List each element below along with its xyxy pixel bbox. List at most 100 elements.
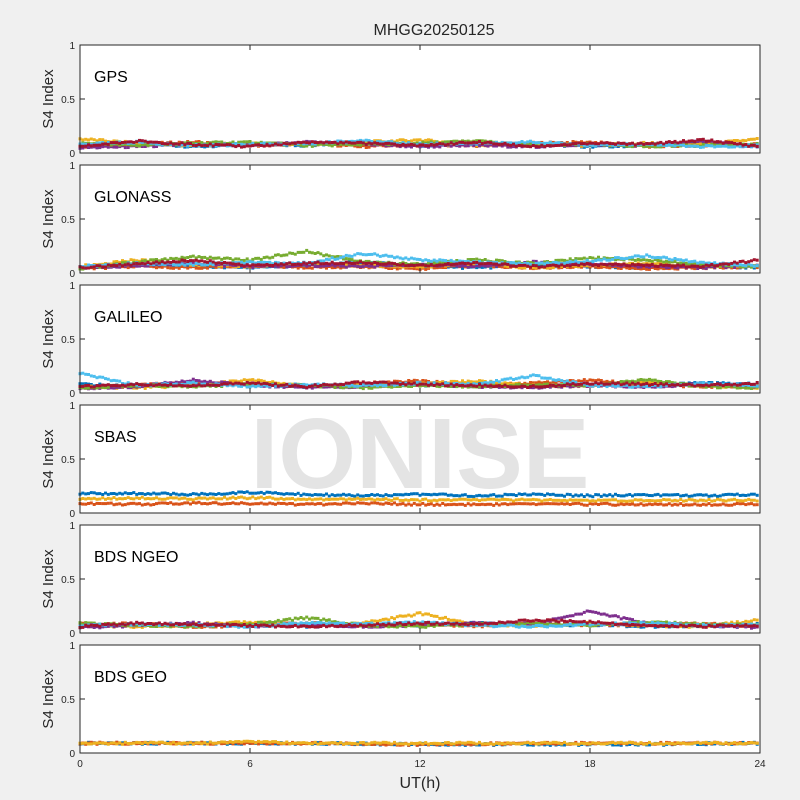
data-point [738,386,742,390]
data-point [186,256,190,259]
data-point [330,144,334,148]
data-point [157,259,161,263]
data-point [115,260,119,263]
data-point [735,261,739,265]
data-point [667,380,671,384]
data-point [506,261,510,265]
data-point [228,379,232,383]
data-point [577,261,581,264]
data-point [330,383,334,387]
data-point [305,248,309,252]
data-point [197,259,201,263]
data-point [104,383,107,387]
data-point [208,379,212,383]
data-point [659,266,663,270]
data-point [687,262,691,266]
data-point [155,260,158,264]
data-point [106,140,110,144]
data-point [81,371,85,375]
data-point [631,385,634,389]
data-point [254,141,258,145]
data-point [503,262,507,266]
data-point [438,258,442,262]
data-point [659,256,663,260]
data-point [401,141,405,145]
data-point [407,263,411,267]
data-point [662,267,666,271]
data-point [707,261,711,265]
data-point [381,262,385,266]
data-point [582,256,586,260]
data-point [670,258,674,262]
data-point [313,383,317,387]
data-point [563,258,566,262]
data-point [432,139,436,143]
data-point [217,256,221,260]
data-point [361,253,365,257]
data-point [483,264,487,268]
data-point [503,377,507,381]
data-point [645,263,649,267]
data-point [200,263,204,267]
data-point [560,143,564,147]
data-point [492,142,496,146]
data-point [656,264,660,268]
data-point [534,383,538,387]
data-point [327,262,331,266]
data-point [319,264,323,268]
data-point [344,381,348,385]
data-point [741,138,745,142]
data-point [135,140,139,144]
data-point [571,265,575,269]
data-point [622,262,626,266]
data-point [336,255,340,258]
data-point [183,384,187,388]
data-point [356,252,360,256]
data-point [571,260,575,264]
data-point [203,382,207,386]
data-point [177,266,181,270]
data-point [248,144,252,148]
data-point [585,384,589,387]
data-point [466,258,470,262]
data-point [319,384,323,387]
data-point [135,144,139,148]
data-point [319,140,323,144]
data-point [554,260,558,264]
data-point [713,145,717,149]
data-point [89,137,93,141]
data-point [557,258,561,262]
data-point [585,379,589,383]
data-point [214,140,218,144]
data-point [704,144,708,148]
data-point [138,383,141,387]
data-point [752,137,756,141]
data-point [157,141,161,144]
data-point [327,264,331,267]
data-point [353,144,357,148]
data-point [707,144,711,148]
data-point [254,263,258,267]
data-point [701,265,705,269]
data-point [588,141,592,145]
data-point [359,260,362,264]
data-point [718,140,722,144]
data-point [92,385,96,389]
data-point [716,140,719,144]
data-point [356,384,360,388]
data-point [687,260,691,264]
data-point [526,264,530,268]
data-point [438,385,442,389]
data-point [220,261,224,265]
data-point [132,140,136,144]
data-point [395,267,399,271]
data-point [407,266,411,270]
data-point [546,380,549,384]
data-point [418,384,422,388]
data-point [174,263,178,267]
data-point [191,259,195,263]
data-point [121,141,124,144]
data-point [84,266,88,270]
data-point [415,265,419,269]
